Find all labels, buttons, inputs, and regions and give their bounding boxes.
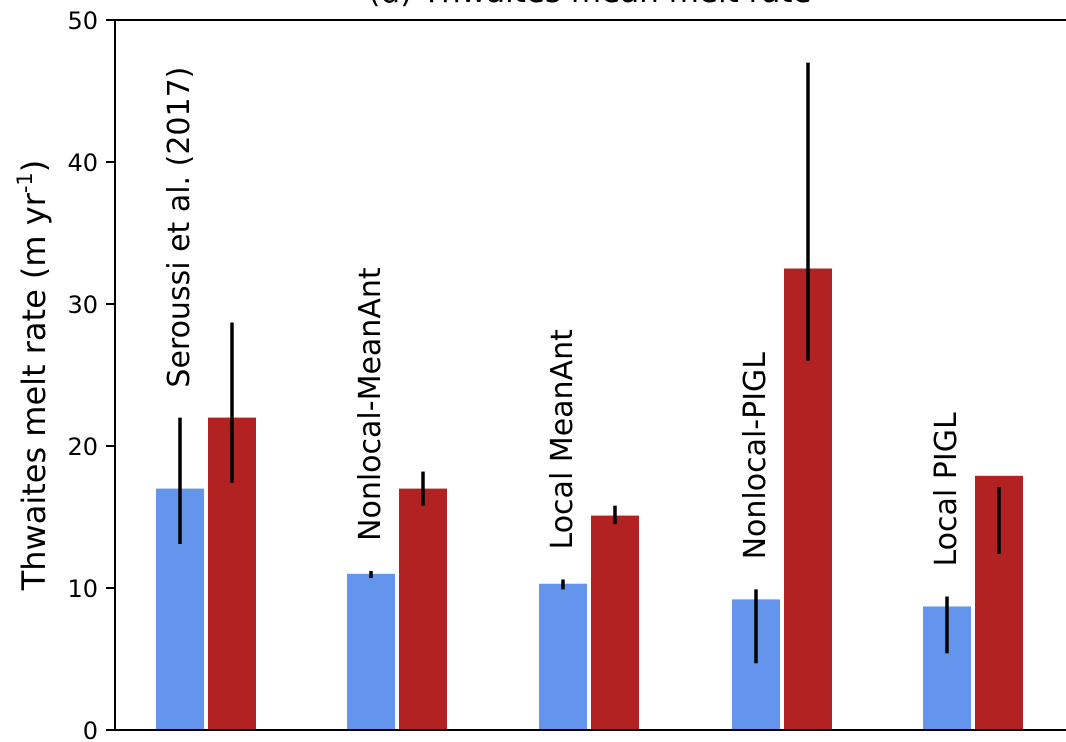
category-label-5: Local PIGL <box>929 412 964 566</box>
axes <box>114 19 1066 731</box>
y-axis-label: Thwaites melt rate (m yr-1) <box>13 160 53 592</box>
y-ticks: 0 10 20 30 40 50 <box>67 7 115 742</box>
y-tick-label-5: 40 <box>67 149 98 177</box>
chart-title: (d) Thwaites mean melt rate <box>368 0 811 10</box>
bar-series2-2 <box>399 488 447 730</box>
y-tick-label-3: 20 <box>67 433 98 461</box>
bars <box>156 268 1023 730</box>
category-labels: Seroussi et al. (2017) Nonlocal-MeanAnt Lo… <box>162 67 964 567</box>
y-tick-label-2: 10 <box>67 575 98 603</box>
category-label-4: Nonlocal-PIGL <box>738 352 773 560</box>
category-label-1: Seroussi et al. (2017) <box>162 67 197 388</box>
y-tick-label-4: 30 <box>67 291 98 319</box>
bar-series1-3 <box>539 583 587 730</box>
category-label-3: Local MeanAnt <box>545 329 580 550</box>
bar-series1-2 <box>347 573 395 730</box>
bar-series2-3 <box>591 515 639 730</box>
category-label-2: Nonlocal-MeanAnt <box>353 267 388 541</box>
error-bars <box>178 62 1001 664</box>
y-tick-label-1: 0 <box>83 717 98 742</box>
y-tick-label-6: 50 <box>67 7 98 35</box>
